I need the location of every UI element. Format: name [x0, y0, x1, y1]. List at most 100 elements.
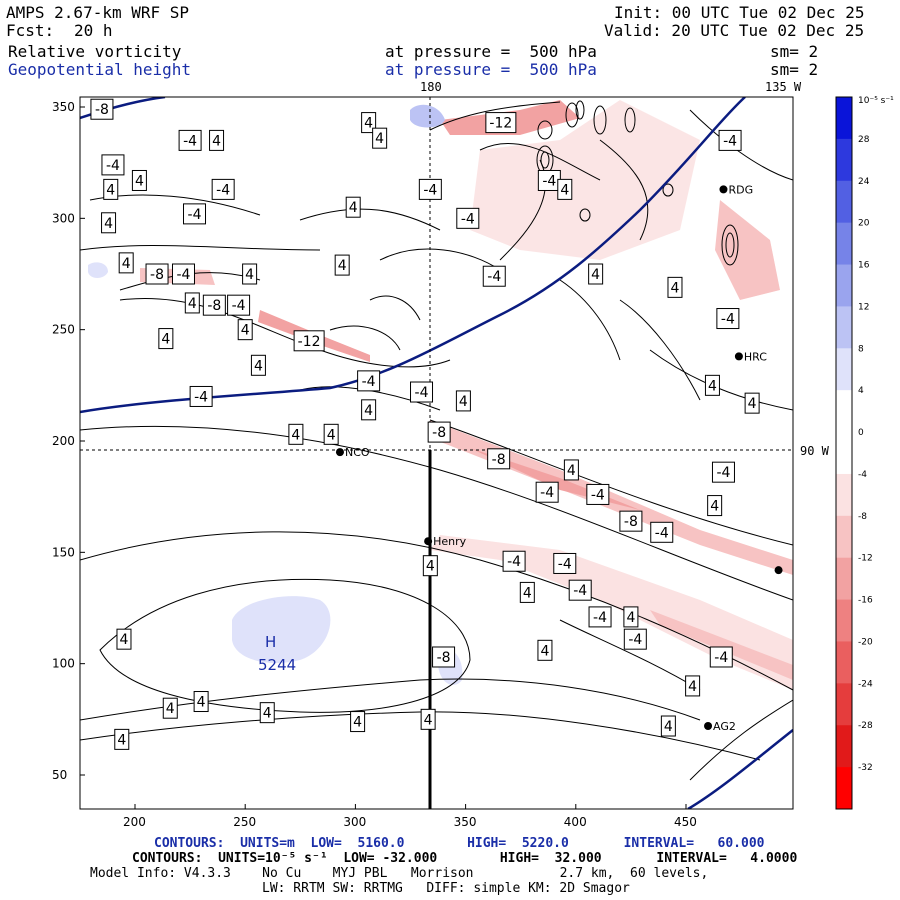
contour-label: -4 — [568, 579, 592, 601]
footer-height-contours: CONTOURS: UNITS=m LOW= 5160.0 HIGH= 5220… — [154, 836, 765, 851]
colorbar-segment — [836, 390, 852, 433]
contour-label: 4 — [323, 423, 339, 445]
contour-label: 4 — [103, 178, 119, 200]
contour-label-text: 4 — [560, 182, 569, 198]
contour-label: -4 — [537, 169, 561, 191]
contour-label-box — [116, 628, 132, 650]
high-pressure-label: H — [265, 633, 276, 651]
model-title: AMPS 2.67-km WRF SP — [6, 3, 190, 22]
colorbar-segment — [836, 557, 852, 601]
contour-label-text: -8 — [437, 650, 451, 666]
contour-label-text: -4 — [723, 133, 737, 149]
contour-label-box — [420, 708, 436, 730]
colorbar: 28 24 20 16 12 8 4 0 -4 -8 -12 -16 -20 -24 -28 -32 — [835, 96, 873, 810]
y-tick-label: 100 — [52, 657, 75, 671]
contour-label: -4 — [718, 129, 742, 151]
contour-label: 4 — [519, 581, 535, 603]
contour-label-box — [704, 374, 720, 396]
contour-label: 4 — [422, 555, 438, 577]
contour-label-text: -4 — [232, 298, 246, 314]
meridian-180-label: 180 — [420, 80, 442, 94]
contour-label-box — [586, 483, 610, 505]
contour-label-box — [237, 319, 253, 341]
negative-vorticity-band-south — [430, 535, 793, 690]
contour-label-box — [323, 423, 339, 445]
contour-label: 4 — [660, 715, 676, 737]
station-label: HRC — [744, 350, 767, 363]
contour-label: 4 — [361, 399, 377, 421]
station-label: AG2 — [713, 720, 736, 733]
station-label: Henry — [433, 535, 467, 548]
contour-label-box — [623, 606, 639, 628]
contour-label: 4 — [101, 212, 117, 234]
contour-label-box — [716, 308, 740, 330]
contour-label-box — [623, 628, 647, 650]
contour-label-box — [361, 112, 377, 134]
contour-label-text: 4 — [688, 679, 697, 695]
contour-label: 4 — [420, 708, 436, 730]
contour-label-text: 4 — [135, 173, 144, 189]
colorbar-level-label: -20 — [858, 637, 873, 647]
contour-label: -4 — [586, 483, 610, 505]
station-label: NCO — [345, 446, 370, 459]
contour-label-box — [487, 448, 511, 470]
contour-label: 4 — [537, 639, 553, 661]
colorbar-segment — [836, 97, 852, 140]
contour-label: -4 — [183, 203, 207, 225]
y-tick-label: 350 — [52, 100, 75, 114]
contour-label-box — [418, 178, 442, 200]
contour-label-text: 4 — [710, 499, 719, 515]
x-tick-label: 200 — [123, 815, 146, 829]
contour-label-box — [288, 423, 304, 445]
contour-label-box — [227, 294, 251, 316]
high-pressure-value: 5244 — [258, 656, 296, 674]
colorbar-segment — [836, 306, 852, 349]
contour-label: 4 — [350, 711, 366, 733]
contour-label: 4 — [557, 178, 573, 200]
contour-label-text: -4 — [487, 269, 501, 285]
contour-label: -8 — [432, 646, 456, 668]
contour-label-text: 4 — [523, 585, 532, 601]
contour-label: -8 — [202, 294, 226, 316]
contour-label-box — [588, 263, 604, 285]
contour-label-box — [707, 495, 723, 517]
colorbar-segment — [836, 222, 852, 266]
contour-label-text: 4 — [671, 280, 680, 296]
contour-label-text: -4 — [573, 583, 587, 599]
contour-label-text: 4 — [122, 256, 131, 272]
y-tick-label: 150 — [52, 545, 75, 559]
colorbar-units: 10⁻⁵ s⁻¹ — [858, 96, 894, 106]
contour-label: -4 — [502, 550, 526, 572]
contour-label-box — [537, 639, 553, 661]
contour-label: 4 — [372, 127, 388, 149]
contour-label-text: 4 — [106, 182, 115, 198]
footer-vorticity-contours: CONTOURS: UNITS=10⁻⁵ s⁻¹ LOW= -32.000 HI… — [132, 851, 798, 866]
contour-label-box — [482, 265, 506, 287]
contour-label-box — [101, 154, 125, 176]
x-tick-label: 450 — [674, 815, 697, 829]
contour-label: -4 — [623, 628, 647, 650]
contour-label: 4 — [623, 606, 639, 628]
contour-label-text: -12 — [489, 116, 512, 132]
station-label: RDG — [728, 183, 753, 196]
station-marker — [734, 352, 743, 361]
contour-label: 4 — [744, 392, 760, 414]
field2-level: at pressure = 500 hPa — [385, 60, 597, 79]
contour-label: -4 — [211, 178, 235, 200]
contour-label: -4 — [418, 178, 442, 200]
contour-label: -4 — [171, 263, 195, 285]
contour-label-text: -4 — [194, 389, 208, 405]
positive-vorticity-north — [410, 104, 445, 128]
positive-vorticity-west — [88, 262, 108, 278]
footer-model-info: Model Info: V4.3.3 No Cu MYJ PBL Morriso… — [90, 866, 709, 881]
contour-label-text: 4 — [291, 427, 300, 443]
contour-label: 4 — [250, 354, 266, 376]
contour-label-text: -8 — [492, 452, 506, 468]
colorbar-level-label: 28 — [858, 135, 870, 145]
contour-label: -4 — [482, 265, 506, 287]
contour-label-box — [711, 461, 735, 483]
contour-label-box — [101, 212, 117, 234]
contour-label-box — [350, 711, 366, 733]
